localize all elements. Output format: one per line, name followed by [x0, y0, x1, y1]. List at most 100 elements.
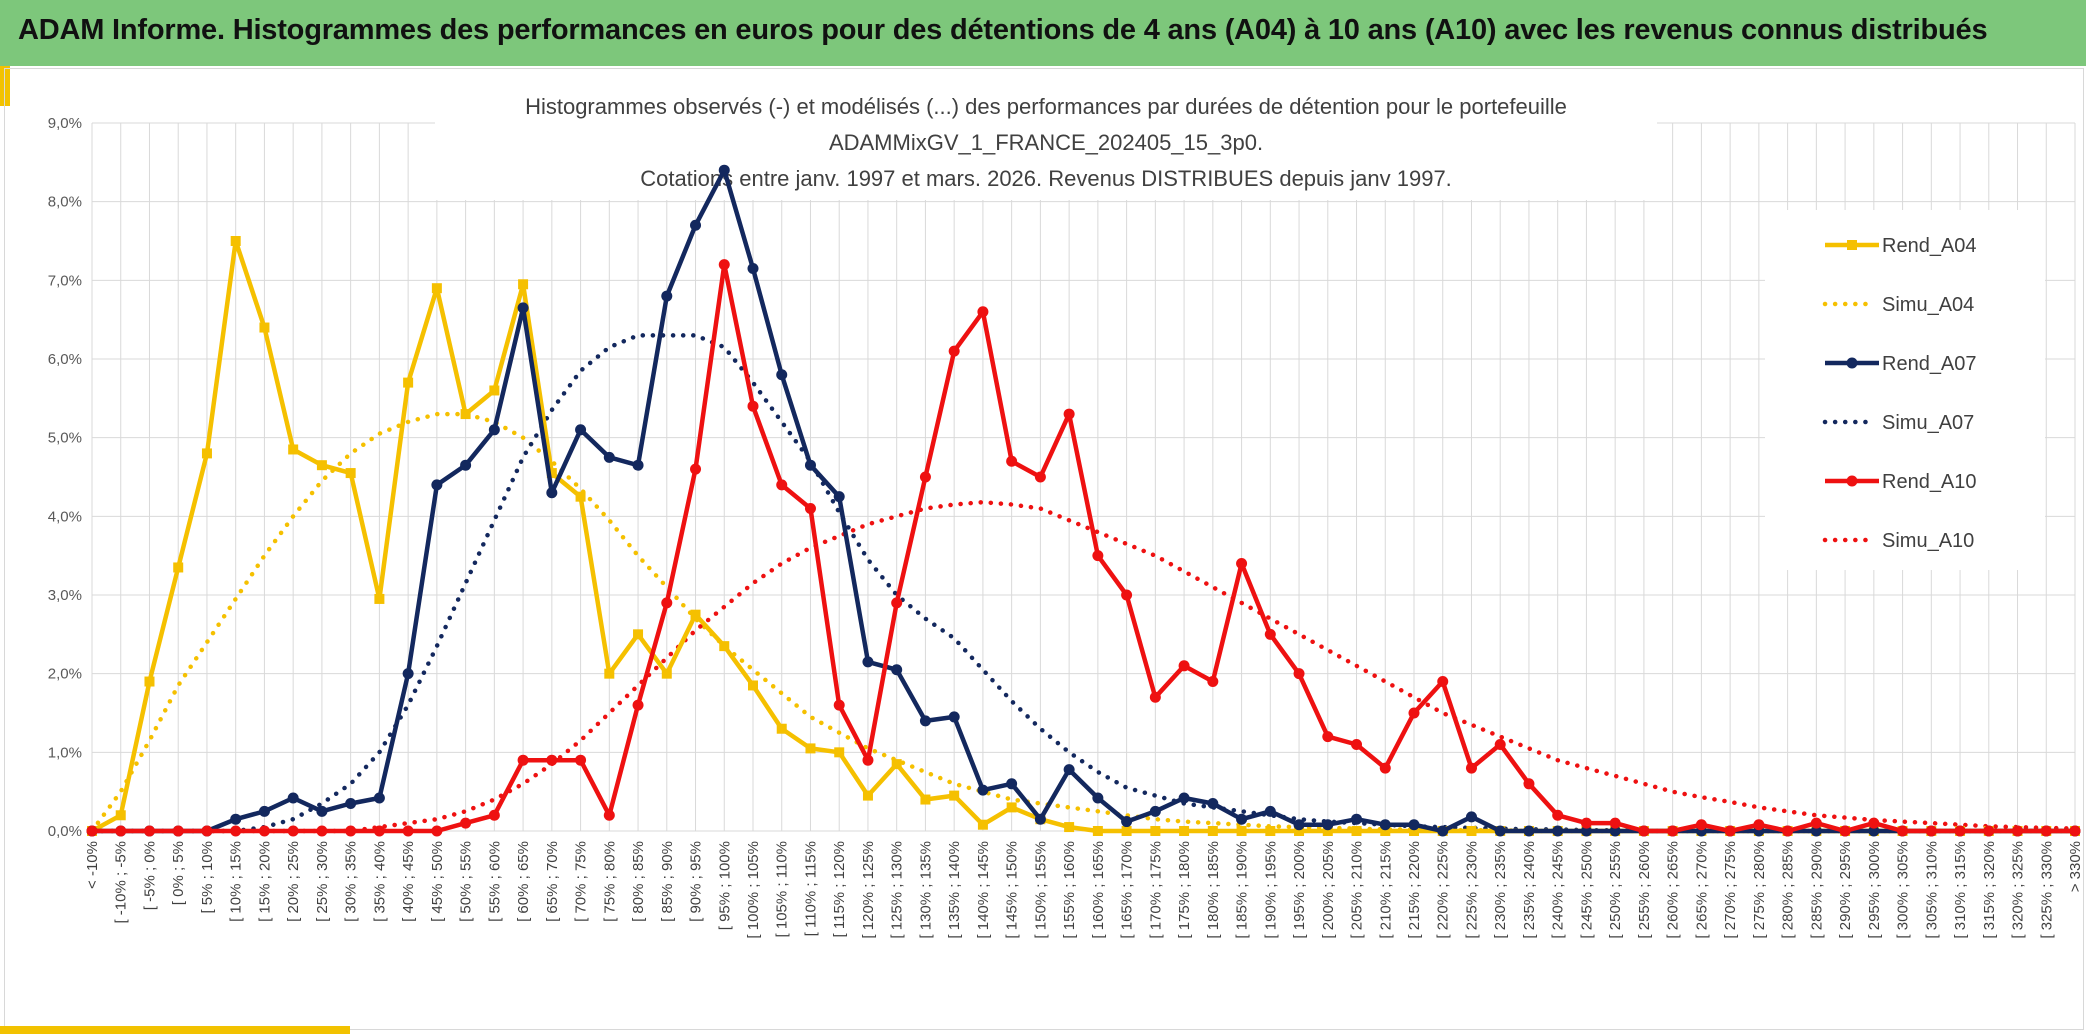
x-tick-label: [ 215% ; 220%	[1406, 841, 1423, 939]
data-point	[460, 817, 472, 829]
x-tick-label: [ 325% ; 330%	[2038, 841, 2055, 939]
data-point	[546, 754, 558, 766]
data-point	[488, 424, 500, 436]
data-point	[115, 810, 126, 821]
legend-item-Rend_A10: Rend_A10	[1825, 471, 1977, 493]
data-point	[834, 747, 845, 758]
data-point	[1063, 764, 1075, 776]
data-point	[575, 754, 587, 766]
data-point	[1437, 676, 1449, 688]
data-point	[402, 825, 414, 837]
x-tick-label: [ 170% ; 175%	[1147, 841, 1164, 939]
accent-bar-bottom	[0, 1026, 350, 1034]
x-tick-label: [ 255% ; 260%	[1636, 841, 1653, 939]
data-point	[862, 656, 874, 668]
x-tick-label: [ -10% ; -5%	[113, 841, 130, 924]
data-point	[748, 680, 758, 691]
data-point	[115, 825, 127, 837]
data-point	[776, 723, 787, 734]
data-point	[1609, 817, 1621, 829]
data-point	[603, 809, 615, 821]
data-point	[632, 459, 644, 471]
x-tick-label: [ 290% ; 295%	[1837, 841, 1854, 939]
legend-item-Simu_A10: Simu_A10	[1822, 530, 1974, 552]
x-tick-label: [ 90% ; 95%	[688, 841, 705, 922]
data-point	[1753, 819, 1765, 831]
x-tick-label: > 330%	[2067, 841, 2084, 892]
data-point	[143, 825, 155, 837]
legend-label: Simu_A04	[1882, 294, 1974, 316]
data-point	[1064, 822, 1075, 833]
x-tick-label: [ 300% ; 305%	[1895, 841, 1912, 939]
data-point	[1236, 558, 1248, 570]
x-tick-label: [ 165% ; 170%	[1119, 841, 1136, 939]
data-point	[460, 459, 472, 471]
legend-item-Rend_A07: Rend_A07	[1825, 353, 1977, 375]
data-point	[804, 459, 816, 471]
x-tick-label: [ 20% ; 25%	[285, 841, 302, 922]
x-tick-label: [ 25% ; 30%	[314, 841, 331, 922]
x-tick-label: [ 235% ; 240%	[1521, 841, 1538, 939]
data-point	[1897, 825, 1909, 837]
chart-legend: Rend_A04 Simu_A04 Rend_A07 Simu_A07 Rend_A10…	[1765, 210, 2045, 570]
series-line-Rend_A10	[92, 262, 2075, 834]
chart-grid	[91, 122, 2076, 832]
x-tick-label: [ 205% ; 210%	[1349, 841, 1366, 939]
x-tick-label: [ 190% ; 195%	[1262, 841, 1279, 939]
data-point	[604, 668, 615, 679]
data-point	[632, 699, 644, 711]
data-point	[1207, 676, 1219, 688]
data-point	[1236, 813, 1248, 825]
data-point	[1552, 825, 1564, 837]
data-point	[1063, 408, 1075, 420]
data-point	[1121, 589, 1133, 601]
y-tick-label: 3,0%	[48, 587, 82, 604]
data-point	[575, 491, 586, 502]
x-tick-label: [ 265% ; 270%	[1693, 841, 1710, 939]
chart-title-line-3: Cotations entre janv. 1997 et mars. 2026…	[640, 166, 1452, 191]
x-tick-label: [ 180% ; 185%	[1205, 841, 1222, 939]
data-point	[1667, 825, 1679, 837]
data-point	[1379, 819, 1391, 831]
x-axis-ticks: < -10% [ -10% ; -5% [ -5% ; 0% [ 0% ; 5% [ 5…	[84, 841, 2084, 939]
data-point	[949, 790, 960, 801]
data-point	[977, 784, 989, 796]
x-tick-label: [ 195% ; 200%	[1291, 841, 1308, 939]
data-point	[1580, 825, 1592, 837]
series-line-Simu_A07	[89, 333, 2078, 834]
series-Rend_A10	[86, 259, 2081, 837]
data-point	[1034, 471, 1046, 483]
x-tick-label: < -10%	[84, 841, 101, 889]
x-tick-label: [ 240% ; 245%	[1550, 841, 1567, 939]
data-point	[258, 805, 270, 817]
data-point	[977, 306, 989, 318]
data-point	[920, 794, 931, 805]
x-tick-label: [ 15% ; 20%	[256, 841, 273, 922]
data-point	[1465, 762, 1477, 774]
data-point	[431, 825, 443, 837]
x-tick-label: [ 160% ; 165%	[1090, 841, 1107, 939]
data-point	[1810, 825, 1822, 837]
x-tick-label: [ 270% ; 275%	[1722, 841, 1739, 939]
x-tick-label: [ 245% ; 250%	[1578, 841, 1595, 939]
banner: ADAM Informe. Histogrammes des performan…	[0, 0, 2086, 66]
y-tick-label: 7,0%	[48, 272, 82, 289]
data-point	[374, 593, 385, 604]
x-tick-label: [ 10% ; 15%	[228, 841, 245, 922]
legend-label: Rend_A04	[1882, 235, 1977, 257]
x-tick-label: [ 230% ; 235%	[1492, 841, 1509, 939]
legend-label: Simu_A07	[1882, 412, 1974, 434]
data-point	[258, 825, 270, 837]
x-tick-label: [ 305% ; 310%	[1923, 841, 1940, 939]
x-tick-label: [ 295% ; 300%	[1866, 841, 1883, 939]
y-tick-label: 2,0%	[48, 666, 82, 683]
x-tick-label: [ 100% ; 105%	[745, 841, 762, 939]
data-point	[661, 597, 673, 609]
data-point	[230, 236, 241, 246]
data-point	[1207, 797, 1219, 809]
data-point	[1293, 819, 1305, 831]
data-point	[977, 819, 988, 830]
data-point	[288, 444, 299, 455]
legend-marker	[1846, 475, 1858, 487]
data-point	[862, 754, 874, 766]
